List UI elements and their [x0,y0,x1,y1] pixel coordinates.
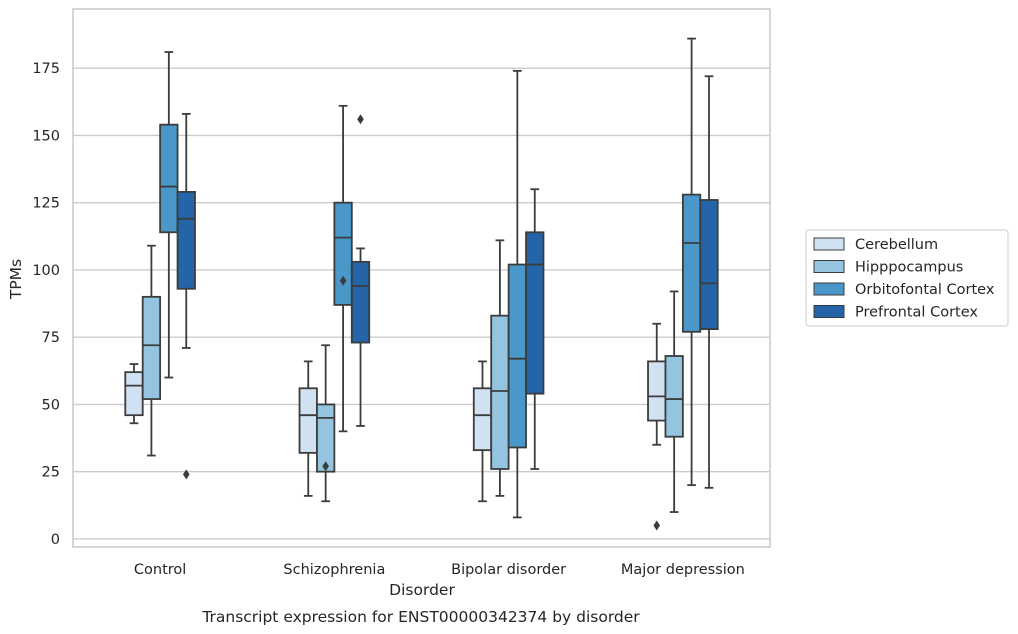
legend-swatch-2 [813,282,845,296]
x-tick-label-0: Control [134,562,186,578]
box-rect [350,260,371,344]
x-axis-label: Disorder [389,581,455,599]
x-tick-label-3: Major depression [621,562,745,578]
box-rect [316,403,336,473]
box-groups [124,37,719,531]
box-0-3 [647,322,667,531]
outlier-point [322,461,329,472]
box-3-1 [350,114,371,427]
y-tick-label-125: 125 [32,196,60,212]
box-2-2 [507,69,527,519]
box-3-3 [699,75,719,489]
legend-swatch-0 [813,237,845,251]
box-rect [699,199,719,331]
box-rect [647,360,667,422]
box-1-1 [316,344,336,503]
box-1-2 [490,239,510,497]
legend-swatch-3 [813,305,845,318]
box-0-2 [472,360,493,503]
box-3-2 [525,188,545,470]
box-rect [176,191,196,290]
box-rect [124,371,144,417]
box-rect [507,263,527,449]
y-tick-label-100: 100 [32,263,60,279]
legend-label-3: Prefrontal Cortex [855,305,978,321]
y-tick-label-75: 75 [42,330,60,346]
box-2-1 [333,104,353,433]
legend-label-0: Cerebellum [855,237,938,253]
plot-frame [72,8,771,548]
box-rect [525,231,545,395]
box-rect [333,201,353,306]
box-0-0 [124,363,144,425]
box-rect [681,193,702,333]
box-1-3 [664,290,684,513]
box-rect [490,314,510,470]
legend: Cerebellum Hipppocampus Orbitofontal Corte… [805,229,1009,327]
y-tick-label-25: 25 [42,465,60,481]
legend-swatch-1 [813,260,845,273]
outlier-point [339,275,347,286]
x-tick-label-1: Schizophrenia [283,562,385,578]
box-rect [472,387,493,452]
y-tick-label-150: 150 [32,128,60,144]
box-3-0 [176,113,196,480]
box-0-1 [298,360,318,497]
box-rect [141,295,162,400]
y-tick-labels: 0 25 50 75 100 125 150 175 [32,61,60,548]
y-tick-label-175: 175 [32,61,60,77]
x-tick-labels: Control Schizophrenia Bipolar disorder Majo… [134,562,745,578]
box-2-3 [681,37,702,487]
box-rect [664,355,684,438]
chart-caption: Transcript expression for ENST0000034237… [201,608,640,626]
box-2-0 [159,51,179,379]
legend-frame [805,229,1009,327]
y-tick-label-50: 50 [42,397,60,413]
outlier-point [357,114,364,125]
box-rect [159,123,179,234]
box-rect [298,387,318,454]
outlier-point [653,520,661,531]
x-tick-label-2: Bipolar disorder [451,562,566,578]
y-tick-label-0: 0 [51,532,60,548]
y-axis-label: TPMs [7,259,25,300]
legend-label-1: Hipppocampus [855,260,963,276]
box-1-0 [141,244,162,457]
legend-label-2: Orbitofontal Cortex [855,282,995,298]
outlier-point [182,469,190,480]
